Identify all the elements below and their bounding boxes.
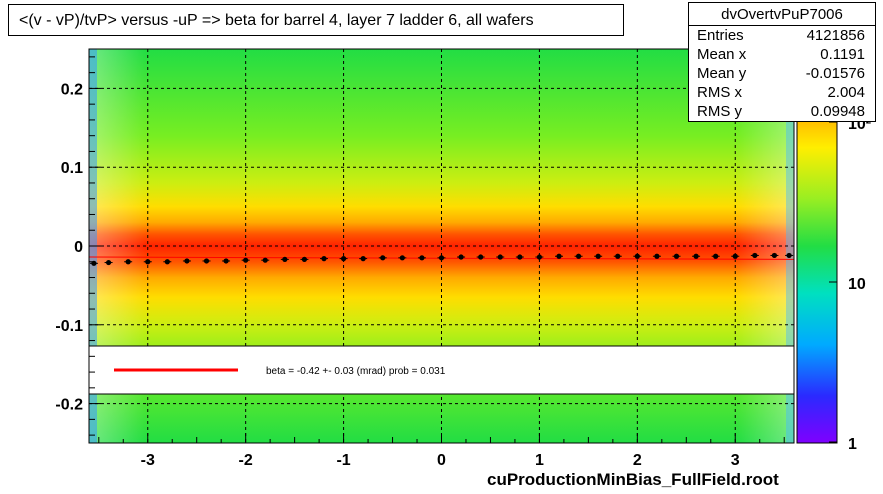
footer-filename: cuProductionMinBias_FullField.root xyxy=(487,470,779,489)
stat-value: -0.01576 xyxy=(805,65,865,82)
stat-row-entries: Entries 4121856 xyxy=(697,27,865,46)
stat-value: 0.1191 xyxy=(820,46,865,63)
profile-point xyxy=(536,254,543,260)
profile-point xyxy=(184,258,190,264)
y-tick-label: -0.2 xyxy=(55,397,83,414)
y-tick-label: 0.2 xyxy=(61,81,83,98)
profile-point xyxy=(732,253,738,259)
profile-point xyxy=(301,256,308,262)
stats-title: dvOvertvPuP7006 xyxy=(721,6,843,23)
x-tick-label: 1 xyxy=(535,452,544,469)
z-tick-label: 1 xyxy=(848,436,857,453)
heatmap-edge-right xyxy=(786,49,794,443)
profile-point xyxy=(713,253,719,259)
profile-point xyxy=(615,253,621,259)
profile-point xyxy=(145,259,151,265)
profile-point xyxy=(243,257,249,263)
fit-legend: beta = -0.42 +- 0.03 (mrad) prob = 0.031 xyxy=(88,345,795,395)
profile-point xyxy=(786,252,792,259)
profile-point xyxy=(634,253,640,259)
x-tick-label: 0 xyxy=(437,452,446,469)
profile-point xyxy=(458,254,464,260)
profile-point xyxy=(360,256,366,262)
profile-point xyxy=(125,259,131,265)
profile-point xyxy=(575,253,582,259)
stat-row-mean-y: Mean y -0.01576 xyxy=(697,65,865,84)
stat-value: 4121856 xyxy=(806,27,865,44)
stat-label: Mean y xyxy=(697,65,747,82)
profile-point xyxy=(654,253,660,259)
profile-point xyxy=(438,255,445,261)
profile-point xyxy=(595,253,601,259)
stat-row-mean-x: Mean x 0.1191 xyxy=(697,46,865,65)
profile-point xyxy=(771,252,778,259)
stat-label: RMS x xyxy=(697,84,742,101)
stat-label: Mean x xyxy=(697,46,747,63)
y-tick-label: 0.1 xyxy=(61,160,83,177)
profile-point xyxy=(673,253,680,259)
stats-divider xyxy=(689,25,875,26)
stat-label: Entries xyxy=(697,27,744,44)
x-tick-label: -2 xyxy=(239,452,253,469)
profile-point xyxy=(399,255,405,261)
profile-point xyxy=(203,258,210,264)
profile-point xyxy=(419,255,425,261)
y-tick-label: -0.1 xyxy=(55,318,83,335)
stat-row-rms-y: RMS y 0.09948 xyxy=(697,103,865,122)
profile-point xyxy=(262,257,268,263)
x-tick-label: -3 xyxy=(141,452,155,469)
profile-points xyxy=(88,252,795,266)
axes: -3 -2 -1 0 1 2 3 -0.2 -0.1 0 0.1 0.2 xyxy=(55,56,785,469)
legend-text: beta = -0.42 +- 0.03 (mrad) prob = 0.031 xyxy=(266,366,446,377)
profile-point xyxy=(164,259,170,265)
stat-value: 0.09948 xyxy=(810,103,865,120)
profile-point xyxy=(497,254,503,260)
profile-point xyxy=(752,252,758,259)
profile-point xyxy=(517,254,523,260)
y-tick-label: 0 xyxy=(74,239,83,256)
stats-box: dvOvertvPuP7006 Entries 4121856 Mean x 0… xyxy=(688,2,876,122)
x-tick-label: 3 xyxy=(731,452,740,469)
profile-point xyxy=(693,253,699,259)
profile-point xyxy=(556,253,562,259)
chart-title: <(v - vP)/tvP> versus -uP => beta for ba… xyxy=(19,12,534,29)
profile-point xyxy=(223,258,229,264)
profile-point xyxy=(380,255,386,261)
x-tick-label: 2 xyxy=(633,452,642,469)
stat-row-rms-x: RMS x 2.004 xyxy=(697,84,865,103)
profile-point xyxy=(340,256,347,262)
title-box: <(v - vP)/tvP> versus -uP => beta for ba… xyxy=(8,4,624,36)
z-tick-label: 10 xyxy=(848,276,866,293)
profile-point xyxy=(105,259,112,266)
stat-value: 2.004 xyxy=(827,84,865,101)
profile-point xyxy=(321,256,327,262)
profile-point xyxy=(478,254,484,260)
profile-point xyxy=(282,256,288,262)
x-tick-label: -1 xyxy=(336,452,350,469)
stat-label: RMS y xyxy=(697,103,742,120)
